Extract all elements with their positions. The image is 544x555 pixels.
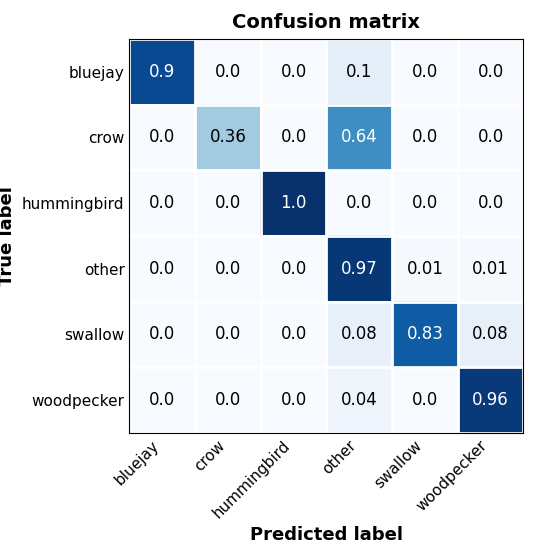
Text: 1.0: 1.0 — [280, 194, 307, 212]
Text: 0.0: 0.0 — [281, 128, 307, 147]
Text: 0.01: 0.01 — [472, 260, 509, 278]
Text: 0.0: 0.0 — [149, 128, 175, 147]
Text: 0.0: 0.0 — [215, 260, 241, 278]
Text: 0.0: 0.0 — [149, 391, 175, 409]
Text: 0.04: 0.04 — [341, 391, 378, 409]
Title: Confusion matrix: Confusion matrix — [232, 13, 421, 32]
Text: 0.0: 0.0 — [412, 194, 438, 212]
Text: 0.36: 0.36 — [209, 128, 246, 147]
Text: 0.0: 0.0 — [281, 325, 307, 344]
Text: 0.0: 0.0 — [281, 391, 307, 409]
Text: 0.1: 0.1 — [346, 63, 373, 80]
Text: 0.97: 0.97 — [341, 260, 378, 278]
Text: 0.96: 0.96 — [472, 391, 509, 409]
Text: 0.0: 0.0 — [346, 194, 372, 212]
Text: 0.64: 0.64 — [341, 128, 378, 147]
Text: 0.0: 0.0 — [478, 194, 504, 212]
Text: 0.0: 0.0 — [215, 63, 241, 80]
Text: 0.08: 0.08 — [341, 325, 378, 344]
Text: 0.0: 0.0 — [281, 63, 307, 80]
Text: 0.0: 0.0 — [215, 194, 241, 212]
Text: 0.0: 0.0 — [149, 194, 175, 212]
Text: 0.0: 0.0 — [412, 128, 438, 147]
Text: 0.0: 0.0 — [215, 325, 241, 344]
Text: 0.0: 0.0 — [478, 128, 504, 147]
Text: 0.83: 0.83 — [406, 325, 443, 344]
Y-axis label: True label: True label — [0, 186, 16, 286]
Text: 0.0: 0.0 — [215, 391, 241, 409]
Text: 0.01: 0.01 — [406, 260, 443, 278]
Text: 0.0: 0.0 — [478, 63, 504, 80]
Text: 0.0: 0.0 — [281, 260, 307, 278]
Text: 0.0: 0.0 — [149, 260, 175, 278]
Text: 0.0: 0.0 — [412, 63, 438, 80]
Text: 0.9: 0.9 — [149, 63, 175, 80]
Text: 0.0: 0.0 — [149, 325, 175, 344]
Text: 0.08: 0.08 — [472, 325, 509, 344]
Text: 0.0: 0.0 — [412, 391, 438, 409]
X-axis label: Predicted label: Predicted label — [250, 526, 403, 544]
